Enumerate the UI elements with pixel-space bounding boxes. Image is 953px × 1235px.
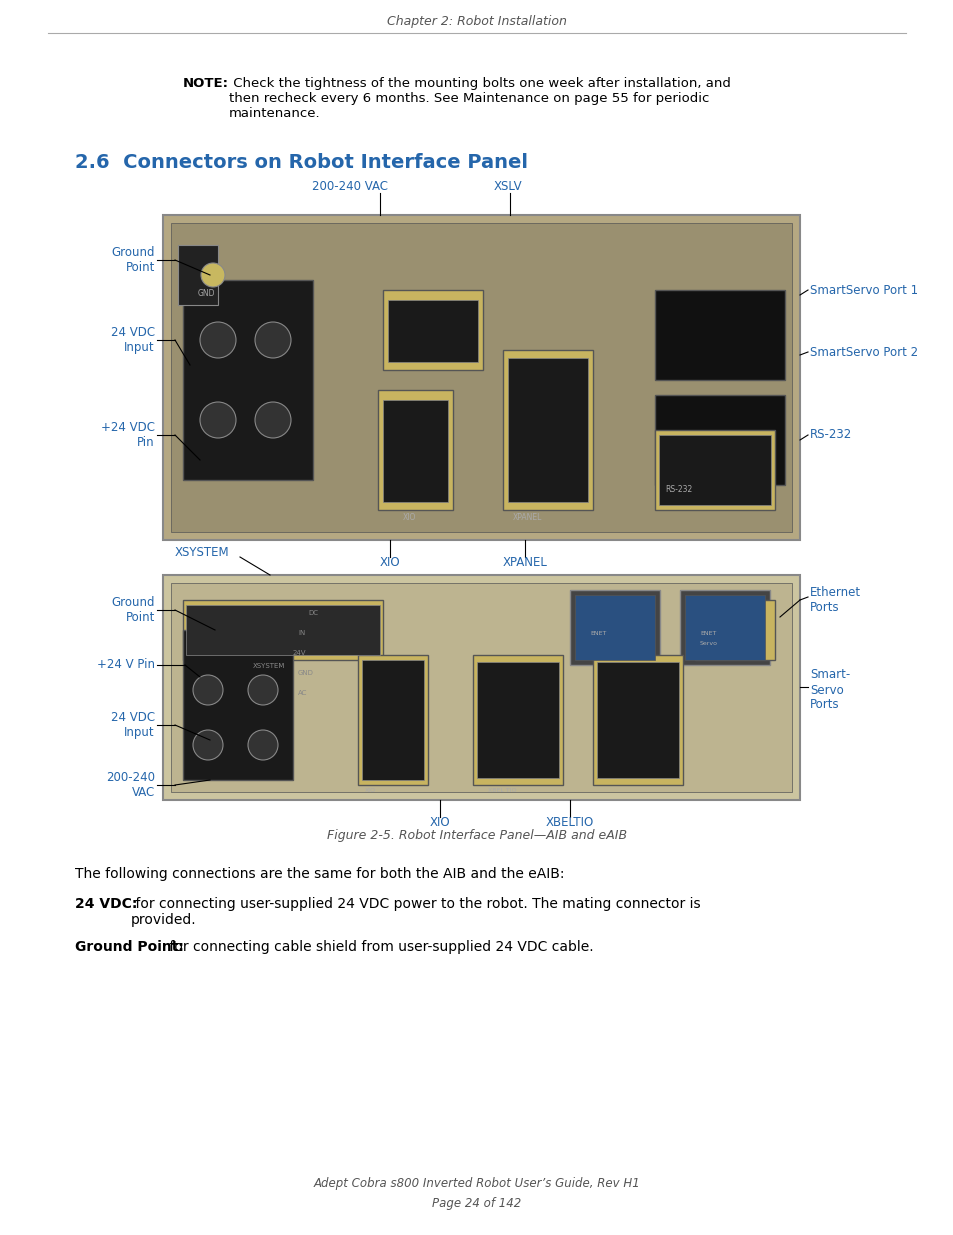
Text: XSYSTEM: XSYSTEM [174,547,230,559]
Text: NOTE:: NOTE: [183,77,229,90]
Text: IN: IN [297,630,305,636]
Text: RS-232: RS-232 [809,429,851,441]
Text: for connecting cable shield from user-supplied 24 VDC cable.: for connecting cable shield from user-su… [165,940,593,953]
Bar [695,600,774,659]
Bar [575,595,655,659]
Text: XSYSTEM: XSYSTEM [253,663,285,669]
Text: 24 VDC
Input: 24 VDC Input [111,326,154,354]
Text: 24V: 24V [293,650,306,656]
Text: XIO: XIO [379,557,400,569]
Text: XSLV: XSLV [493,180,521,194]
Text: ENET: ENET [589,631,606,636]
Text: Ethernet
Ports: Ethernet Ports [809,585,861,614]
Text: Figure 2-5. Robot Interface Panel—AIB and eAIB: Figure 2-5. Robot Interface Panel—AIB an… [327,829,626,841]
Text: GND: GND [198,289,215,298]
Text: 2.6  Connectors on Robot Interface Panel: 2.6 Connectors on Robot Interface Panel [75,152,527,172]
Text: Chapter 2: Robot Installation: Chapter 2: Robot Installation [387,16,566,28]
Text: Adept Cobra s800 Inverted Robot User’s Guide, Rev H1: Adept Cobra s800 Inverted Robot User’s G… [314,1177,639,1189]
Bar [597,662,679,778]
Text: XIO: XIO [429,816,450,830]
Text: XBEL TIO: XBEL TIO [488,788,517,793]
Circle shape [254,403,291,438]
Bar [569,590,659,664]
Text: DC: DC [308,610,317,616]
Text: 200-240
VAC: 200-240 VAC [106,771,154,799]
Text: Ground
Point: Ground Point [112,246,154,274]
Text: XPANEL: XPANEL [502,557,547,569]
Bar [171,583,791,792]
Text: 200-240 VAC: 200-240 VAC [312,180,388,194]
Bar [163,576,800,800]
Text: for connecting user-supplied 24 VDC power to the robot. The mating connector is
: for connecting user-supplied 24 VDC powe… [131,897,700,927]
Text: Ground
Point: Ground Point [112,597,154,624]
Bar [388,300,477,362]
Bar [178,245,218,305]
Bar [361,659,423,781]
Text: RS-232: RS-232 [664,485,692,494]
Text: Ground Point:: Ground Point: [75,940,184,953]
Bar [357,655,428,785]
Text: AC: AC [297,690,307,697]
Text: ENET: ENET [700,631,716,636]
Text: XBELTIO: XBELTIO [545,816,594,830]
Circle shape [200,322,235,358]
Text: XIO: XIO [365,788,375,793]
Bar [655,430,774,510]
Bar [377,390,453,510]
Circle shape [201,263,225,287]
Text: Smart-
Servo
Ports: Smart- Servo Ports [809,668,849,711]
Circle shape [200,403,235,438]
Circle shape [248,730,277,760]
Text: +24 VDC
Pin: +24 VDC Pin [101,421,154,450]
Bar [655,395,784,485]
Text: SmartServo Port 1: SmartServo Port 1 [809,284,917,296]
Text: +24 V Pin: +24 V Pin [97,658,154,672]
Bar [183,280,313,480]
Bar [507,358,587,501]
Text: XPANEL: XPANEL [513,514,542,522]
Bar [473,655,562,785]
Circle shape [248,676,277,705]
Circle shape [254,322,291,358]
Text: Servo: Servo [700,641,718,646]
Circle shape [193,730,223,760]
Bar [382,290,482,370]
Bar [679,590,769,664]
Bar [476,662,558,778]
Text: GND: GND [297,671,314,676]
Text: SmartServo Port 2: SmartServo Port 2 [809,346,917,358]
Text: 24 VDC:: 24 VDC: [75,897,137,911]
Text: 24 VDC
Input: 24 VDC Input [111,711,154,739]
Bar [183,600,382,659]
Text: Page 24 of 142: Page 24 of 142 [432,1197,521,1209]
Text: The following connections are the same for both the AIB and the eAIB:: The following connections are the same f… [75,867,564,881]
Bar [171,224,791,532]
Text: Check the tightness of the mounting bolts one week after installation, and
then : Check the tightness of the mounting bolt… [229,77,730,120]
Circle shape [323,620,343,640]
Bar [186,605,379,655]
Bar [502,350,593,510]
Bar [183,630,293,781]
Bar [659,435,770,505]
Text: XIO: XIO [402,514,416,522]
Bar [684,595,764,659]
Bar [382,400,448,501]
Bar [655,290,784,380]
Circle shape [193,676,223,705]
Bar [163,215,800,540]
Bar [593,655,682,785]
